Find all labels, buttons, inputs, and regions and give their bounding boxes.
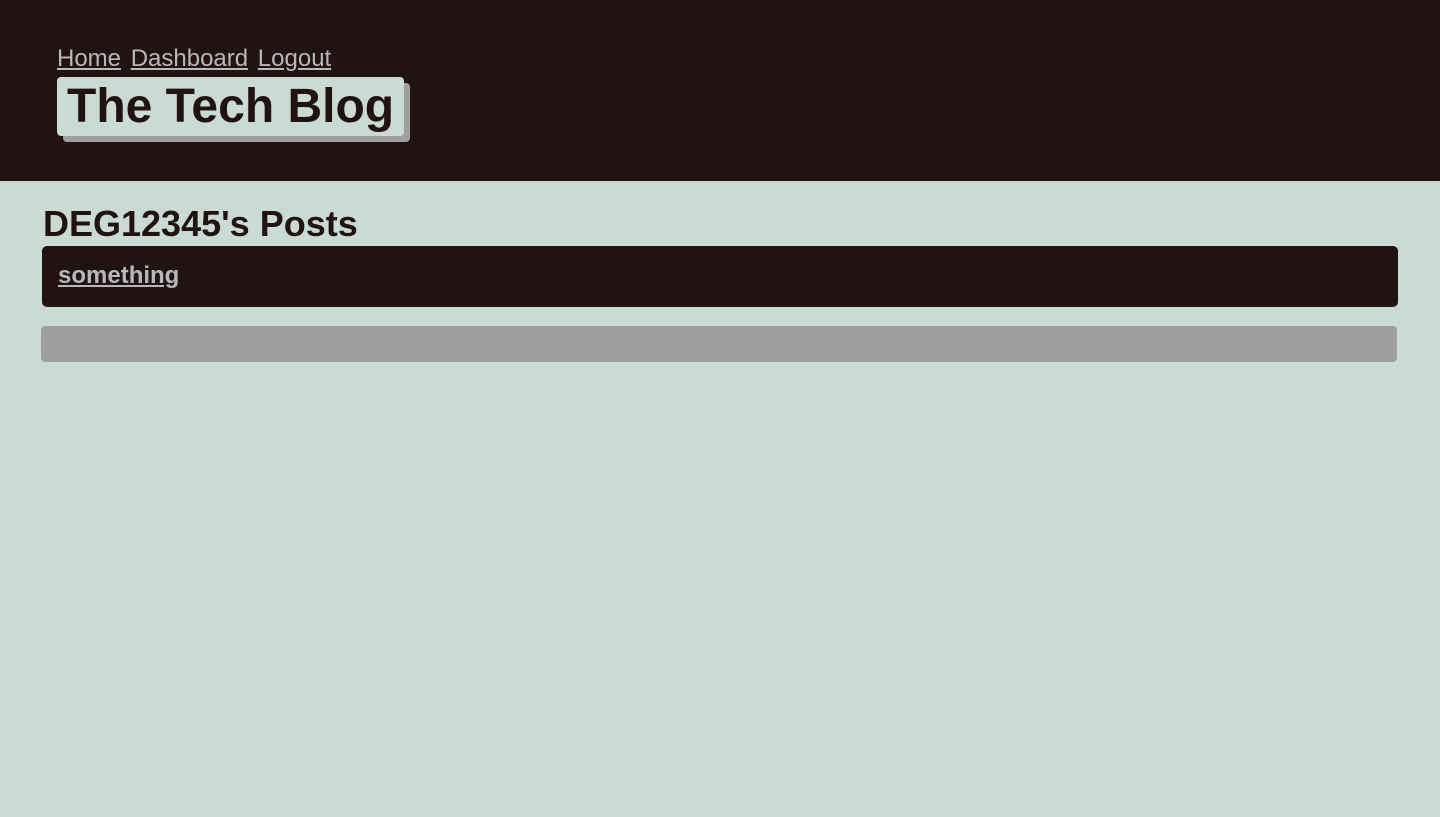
site-title: The Tech Blog bbox=[57, 77, 404, 136]
top-nav: Home Dashboard Logout bbox=[57, 44, 334, 74]
nav-logout-link[interactable]: Logout bbox=[257, 45, 332, 72]
nav-home-link[interactable]: Home bbox=[57, 45, 122, 72]
nav-dashboard-link[interactable]: Dashboard bbox=[130, 45, 249, 72]
post-card: something bbox=[42, 246, 1398, 307]
site-header: Home Dashboard Logout The Tech Blog bbox=[0, 0, 1440, 181]
new-post-button[interactable] bbox=[41, 326, 1397, 362]
post-title-link[interactable]: something bbox=[58, 262, 180, 289]
page-title: DEG12345's Posts bbox=[43, 203, 358, 244]
site-title-block: The Tech Blog bbox=[57, 77, 410, 142]
